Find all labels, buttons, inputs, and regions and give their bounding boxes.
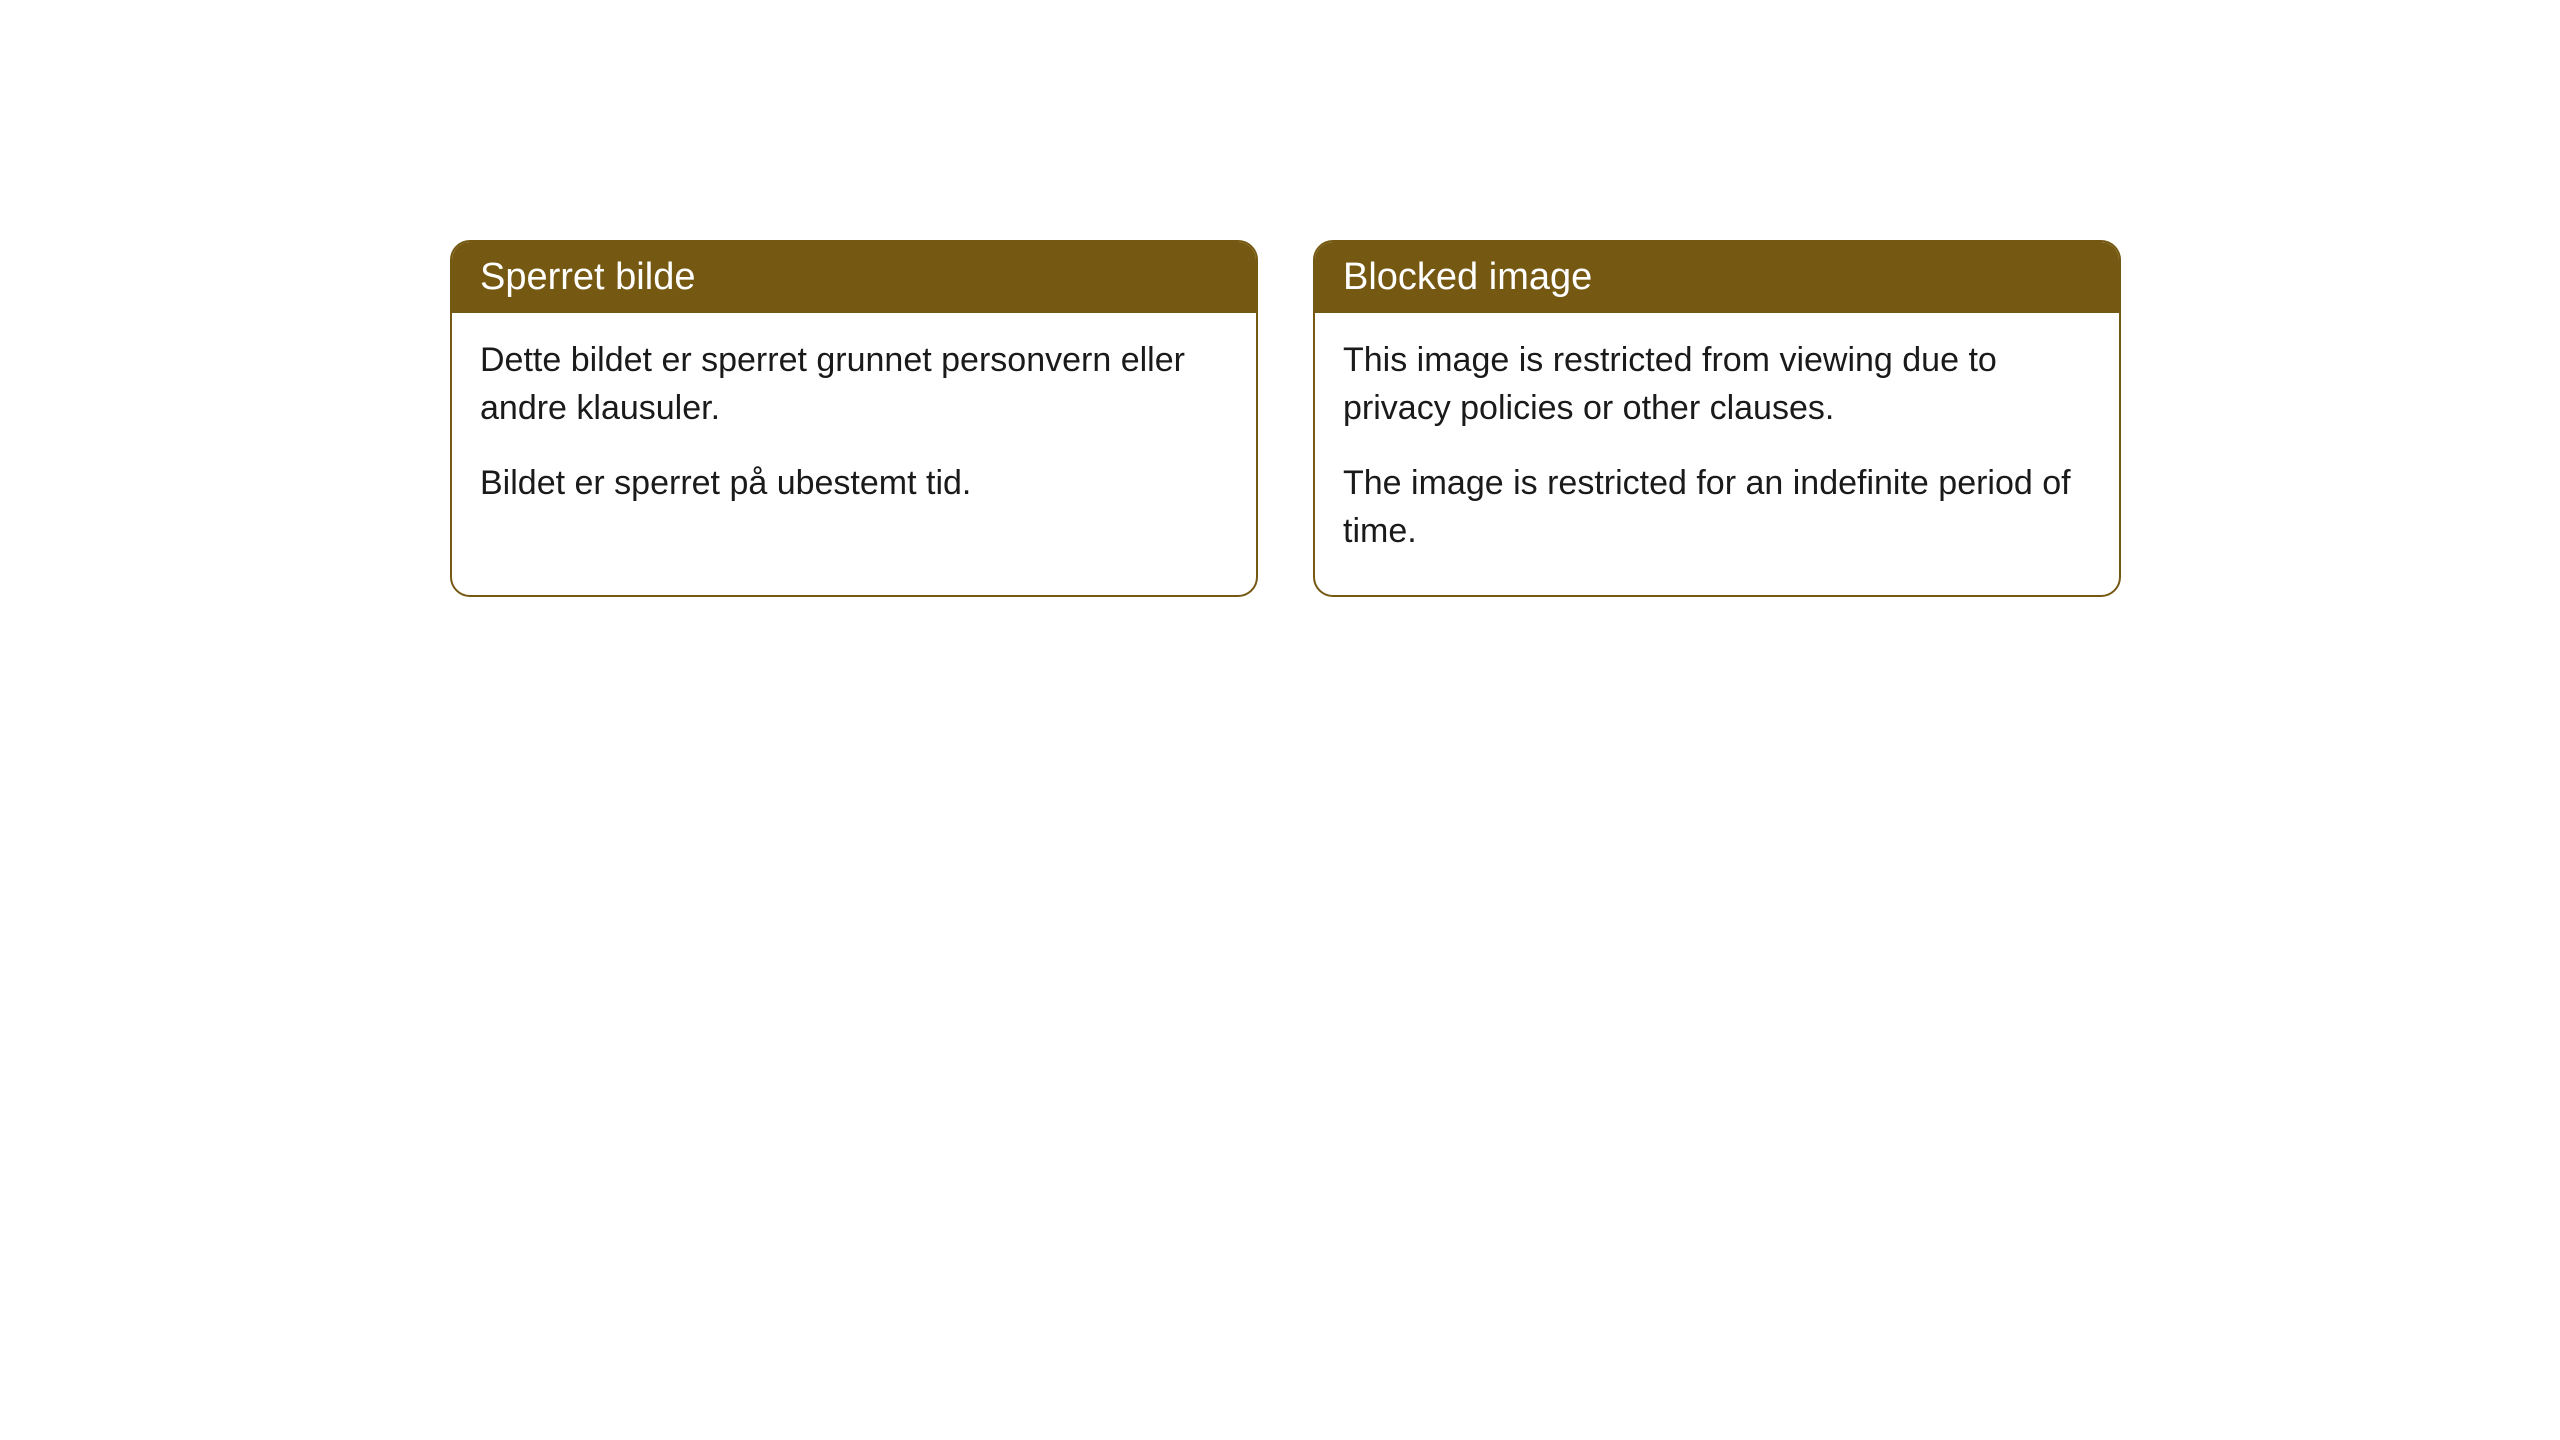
card-header-norwegian: Sperret bilde bbox=[452, 242, 1256, 313]
blocked-image-card-english: Blocked image This image is restricted f… bbox=[1313, 240, 2121, 597]
card-body-english: This image is restricted from viewing du… bbox=[1315, 313, 2119, 595]
card-header-english: Blocked image bbox=[1315, 242, 2119, 313]
notice-paragraph: This image is restricted from viewing du… bbox=[1343, 337, 2091, 432]
notice-cards-container: Sperret bilde Dette bildet er sperret gr… bbox=[450, 240, 2121, 597]
notice-paragraph: Bildet er sperret på ubestemt tid. bbox=[480, 460, 1228, 508]
card-title: Blocked image bbox=[1343, 256, 1592, 298]
card-body-norwegian: Dette bildet er sperret grunnet personve… bbox=[452, 313, 1256, 548]
blocked-image-card-norwegian: Sperret bilde Dette bildet er sperret gr… bbox=[450, 240, 1258, 597]
notice-paragraph: The image is restricted for an indefinit… bbox=[1343, 460, 2091, 555]
notice-paragraph: Dette bildet er sperret grunnet personve… bbox=[480, 337, 1228, 432]
card-title: Sperret bilde bbox=[480, 256, 695, 298]
